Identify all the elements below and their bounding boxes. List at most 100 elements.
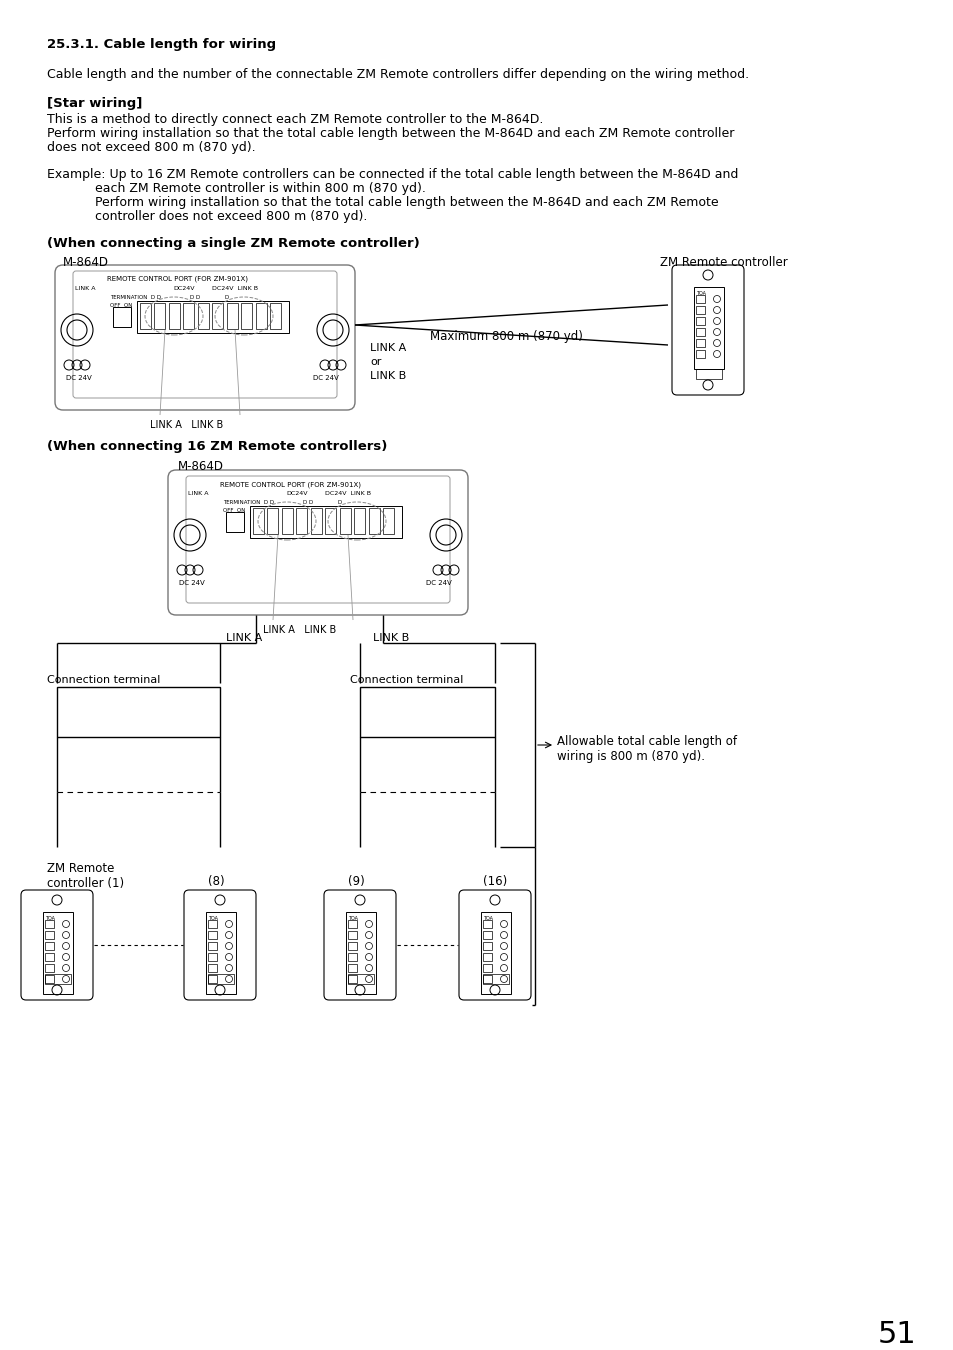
Bar — [348, 942, 356, 950]
Bar — [208, 931, 216, 940]
Text: Cable length and the number of the connectable ZM Remote controllers differ depe: Cable length and the number of the conne… — [47, 68, 748, 81]
Text: DC24V: DC24V — [172, 286, 194, 292]
Text: 51: 51 — [877, 1320, 916, 1349]
Text: Allowable total cable length of
wiring is 800 m (870 yd).: Allowable total cable length of wiring i… — [557, 734, 737, 763]
Bar — [348, 973, 374, 984]
Bar — [253, 508, 264, 535]
Text: REMOTE CONTROL PORT (FOR ZM-901X): REMOTE CONTROL PORT (FOR ZM-901X) — [107, 275, 248, 282]
Bar — [348, 964, 356, 972]
Bar — [45, 975, 54, 983]
Text: LINK B: LINK B — [370, 371, 406, 381]
Text: (8): (8) — [208, 875, 224, 888]
Bar — [348, 975, 356, 983]
Bar — [208, 975, 216, 983]
Text: DC24V  LINK B: DC24V LINK B — [325, 491, 371, 495]
Text: D: D — [337, 500, 342, 505]
Text: M-864D: M-864D — [63, 256, 109, 269]
Text: does not exceed 800 m (870 yd).: does not exceed 800 m (870 yd). — [47, 140, 255, 154]
Text: ZM Remote
controller (1): ZM Remote controller (1) — [47, 863, 124, 890]
Bar — [227, 302, 237, 329]
Text: Maximum 800 m (870 yd): Maximum 800 m (870 yd) — [430, 329, 582, 343]
Text: OFF  ON: OFF ON — [223, 508, 245, 513]
Bar — [696, 328, 704, 336]
Bar — [241, 302, 253, 329]
Bar — [482, 919, 492, 927]
Text: OFF  ON: OFF ON — [110, 302, 132, 308]
Text: TOA: TOA — [45, 917, 55, 921]
Text: Perform wiring installation so that the total cable length between the M-864D an: Perform wiring installation so that the … — [47, 196, 718, 209]
Bar — [206, 913, 235, 994]
Text: M-864D: M-864D — [178, 460, 224, 472]
Bar — [154, 302, 165, 329]
Text: Connection terminal: Connection terminal — [350, 675, 463, 684]
Bar — [208, 953, 216, 961]
Text: LINK A: LINK A — [226, 633, 262, 643]
Text: (When connecting 16 ZM Remote controllers): (When connecting 16 ZM Remote controller… — [47, 440, 387, 454]
Text: DC24V: DC24V — [286, 491, 307, 495]
Bar — [311, 508, 322, 535]
Text: LINK B: LINK B — [373, 633, 409, 643]
Text: (9): (9) — [348, 875, 364, 888]
Text: DC 24V: DC 24V — [179, 580, 205, 586]
Text: Example: Up to 16 ZM Remote controllers can be connected if the total cable leng: Example: Up to 16 ZM Remote controllers … — [47, 167, 738, 181]
Text: LINK A: LINK A — [75, 286, 95, 292]
Bar — [696, 369, 721, 379]
Bar — [208, 919, 216, 927]
Bar — [359, 687, 495, 737]
Text: D: D — [225, 296, 229, 300]
Bar — [369, 508, 379, 535]
Bar — [45, 919, 54, 927]
Bar — [140, 302, 151, 329]
Bar — [198, 302, 209, 329]
Bar — [696, 296, 704, 302]
Bar — [255, 302, 267, 329]
Text: ZM Remote controller: ZM Remote controller — [659, 256, 787, 269]
Bar — [482, 973, 509, 984]
Text: TOA: TOA — [696, 292, 705, 296]
Text: LINK A: LINK A — [370, 343, 406, 352]
Bar — [383, 508, 395, 535]
Bar — [482, 964, 492, 972]
Text: Connection terminal: Connection terminal — [47, 675, 160, 684]
Bar — [482, 953, 492, 961]
Bar — [696, 317, 704, 325]
Bar — [43, 913, 73, 994]
Bar — [183, 302, 194, 329]
Bar — [339, 508, 351, 535]
Text: or: or — [370, 356, 381, 367]
Text: controller does not exceed 800 m (870 yd).: controller does not exceed 800 m (870 yd… — [47, 211, 367, 223]
Text: This is a method to directly connect each ZM Remote controller to the M-864D.: This is a method to directly connect eac… — [47, 113, 543, 126]
Bar — [296, 508, 307, 535]
Bar — [45, 942, 54, 950]
Text: DC 24V: DC 24V — [313, 375, 338, 381]
Bar — [271, 302, 281, 329]
Text: (When connecting a single ZM Remote controller): (When connecting a single ZM Remote cont… — [47, 238, 419, 250]
Text: TOA: TOA — [208, 917, 218, 921]
Text: DC 24V: DC 24V — [426, 580, 452, 586]
Bar — [482, 942, 492, 950]
Bar — [696, 306, 704, 315]
Text: DC 24V: DC 24V — [66, 375, 91, 381]
Bar — [208, 973, 233, 984]
Text: TOA: TOA — [348, 917, 357, 921]
Bar — [348, 931, 356, 940]
Bar — [45, 973, 71, 984]
Bar — [45, 953, 54, 961]
Bar — [250, 506, 401, 539]
Bar — [282, 508, 293, 535]
Bar — [325, 508, 336, 535]
Bar — [355, 508, 365, 535]
Bar — [480, 913, 511, 994]
Bar — [482, 931, 492, 940]
Bar — [346, 913, 375, 994]
Text: [Star wiring]: [Star wiring] — [47, 97, 142, 109]
Bar — [45, 931, 54, 940]
Bar — [57, 687, 220, 737]
Bar — [208, 964, 216, 972]
Text: LINK A: LINK A — [188, 491, 209, 495]
Bar — [693, 288, 723, 369]
Text: Perform wiring installation so that the total cable length between the M-864D an: Perform wiring installation so that the … — [47, 127, 734, 140]
Text: TERMINATION  D D: TERMINATION D D — [110, 296, 161, 300]
Text: each ZM Remote controller is within 800 m (870 yd).: each ZM Remote controller is within 800 … — [47, 182, 425, 194]
Bar — [112, 306, 131, 327]
